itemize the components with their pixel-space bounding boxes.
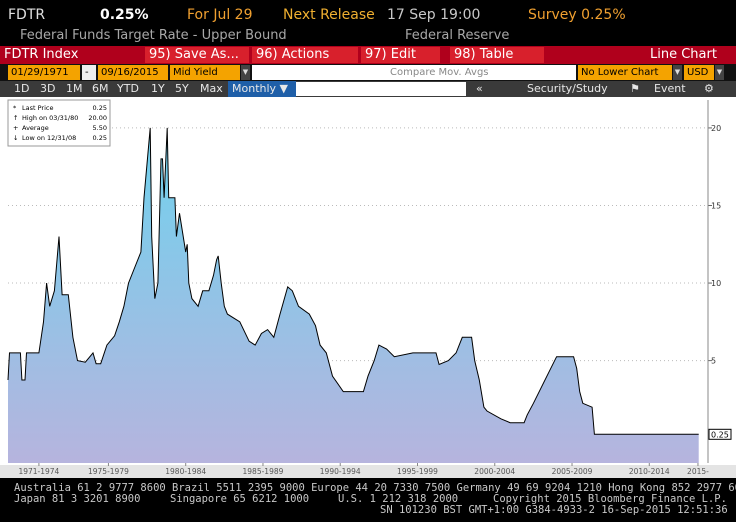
legend-icon: ↓: [13, 134, 18, 142]
survey: Survey 0.25%: [528, 7, 626, 23]
legend-value: 20.00: [88, 114, 107, 122]
flag-icon: ⚑: [630, 82, 640, 95]
actions-button[interactable]: 96) Actions: [252, 47, 358, 63]
legend-value: 5.50: [93, 124, 107, 132]
legend-icon: ↑: [13, 114, 18, 122]
range-button[interactable]: 3D: [40, 82, 56, 95]
range-bar: Monthly ▼ « Security/Study Event ⚑ ⚙ 1D 3…: [0, 81, 736, 97]
x-tick-label: 1971-1974: [18, 467, 59, 476]
y-tick-label: 15: [711, 201, 721, 210]
legend-icon: +: [13, 124, 18, 132]
x-tick-label: 1975-1979: [88, 467, 129, 476]
legend-icon: *: [13, 104, 17, 112]
field[interactable]: Mid Yield: [170, 65, 240, 80]
line: [7, 127, 699, 435]
collapse[interactable]: «: [476, 82, 483, 95]
x-axis-strip: [0, 465, 736, 478]
x-tick-label: 2010-2014: [629, 467, 670, 476]
legend-value: 0.25: [93, 134, 107, 142]
range-button[interactable]: 1M: [66, 82, 83, 95]
currency[interactable]: USD: [684, 65, 714, 80]
x-tick-label: 1995-1999: [397, 467, 438, 476]
field-arrow[interactable]: ▼: [241, 65, 250, 80]
area: [8, 127, 699, 464]
x-tick-label: 2015-: [687, 467, 709, 476]
study[interactable]: Security/Study: [527, 82, 608, 95]
range-button[interactable]: 5Y: [175, 82, 189, 95]
legend-label: High on 03/31/80: [22, 114, 78, 122]
end-date[interactable]: 09/16/2015: [98, 65, 168, 80]
price: 0.25%: [100, 7, 149, 23]
security[interactable]: FDTR Index: [0, 47, 144, 63]
footer-line: SN 101230 BST GMT+1:00 G384-4933-2 16-Se…: [380, 504, 728, 516]
toolbar: FDTR Index 95) Save As... 96) Actions 97…: [0, 46, 736, 64]
legend-label: Low on 12/31/08: [22, 134, 76, 142]
range-button[interactable]: YTD: [117, 82, 139, 95]
search-box[interactable]: [296, 82, 466, 96]
range-button[interactable]: Max: [200, 82, 223, 95]
footer-line: Australia 61 2 9777 8600 Brazil 5511 239…: [14, 482, 736, 494]
table-button[interactable]: 98) Table: [450, 47, 544, 63]
next-release-label: Next Release: [283, 7, 375, 23]
y-tick-label: 5: [711, 357, 716, 366]
currency-arrow[interactable]: ▼: [715, 65, 724, 80]
x-tick-label: 2005-2009: [552, 467, 593, 476]
start-date[interactable]: 01/29/1971: [8, 65, 80, 80]
footer-line: U.S. 1 212 318 2000: [338, 493, 459, 505]
source: Federal Reserve: [405, 28, 510, 43]
for-date: For Jul 29: [187, 7, 253, 23]
x-tick-label: 2000-2004: [474, 467, 515, 476]
footer-line: Japan 81 3 3201 8900: [14, 493, 141, 505]
range-button[interactable]: 1D: [14, 82, 30, 95]
y-tick-label: 10: [711, 279, 721, 288]
event[interactable]: Event: [654, 82, 686, 95]
legend-label: Last Price: [22, 104, 53, 112]
y-tick-label: 20: [711, 124, 721, 133]
edit-button[interactable]: 97) Edit: [361, 47, 440, 63]
range-button[interactable]: 6M: [92, 82, 109, 95]
date-separator: -: [82, 65, 96, 80]
compare[interactable]: Compare Mov. Avgs: [252, 65, 576, 80]
range-button[interactable]: 1Y: [151, 82, 165, 95]
chart: 5 10 15 20 1971-1974 1975-1979 1980-1984 1985-1…: [0, 97, 736, 478]
ticker: FDTR: [8, 7, 46, 23]
legend-label: Average: [22, 124, 49, 132]
footer-line: Copyright 2015 Bloomberg Finance L.P.: [493, 493, 727, 505]
legend-value: 0.25: [93, 104, 107, 112]
footer-line: Singapore 65 6212 1000: [170, 493, 310, 505]
save-button[interactable]: 95) Save As...: [145, 47, 249, 63]
x-tick-label: 1980-1984: [165, 467, 206, 476]
x-tick-label: 1985-1989: [243, 467, 284, 476]
gear-icon[interactable]: ⚙: [704, 82, 714, 95]
last-value-box: [708, 428, 732, 440]
last-value-label: 0.25: [711, 430, 729, 439]
period-label: Monthly: [232, 82, 277, 95]
x-tick-label: 1990-1994: [320, 467, 361, 476]
legend-box: [7, 99, 111, 147]
next-release: 17 Sep 19:00: [387, 7, 481, 23]
period[interactable]: Monthly ▼: [228, 81, 296, 97]
lower-chart[interactable]: No Lower Chart: [578, 65, 672, 80]
chart-type[interactable]: Line Chart: [646, 47, 736, 63]
settings-bar: 01/29/1971 - 09/16/2015 Mid Yield ▼ Comp…: [0, 64, 736, 81]
description: Federal Funds Target Rate - Upper Bound: [20, 28, 287, 43]
lower-arrow[interactable]: ▼: [673, 65, 682, 80]
